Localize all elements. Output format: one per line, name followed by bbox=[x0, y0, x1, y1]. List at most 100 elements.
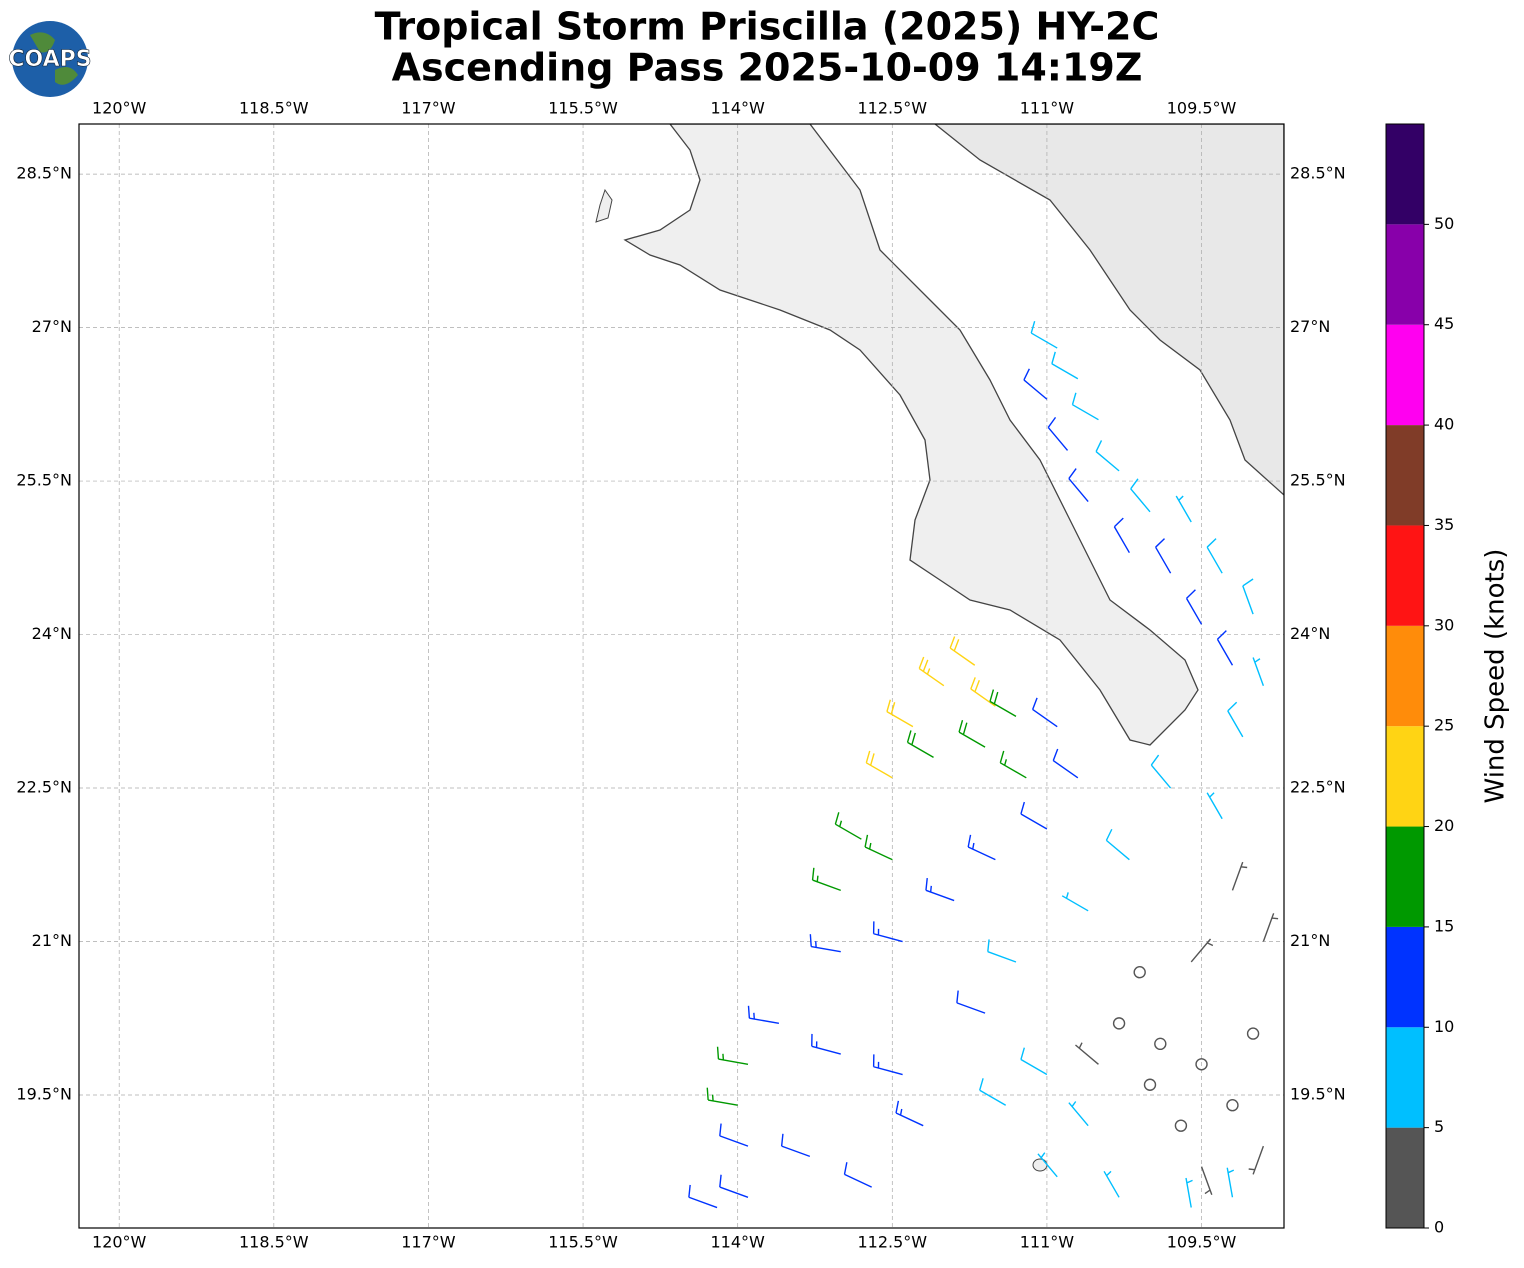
wind-barb bbox=[1020, 1047, 1048, 1076]
colorbar-segment bbox=[1386, 425, 1424, 526]
y-tick-label: 19.5°N bbox=[16, 1084, 72, 1103]
y-tick-label: 22.5°N bbox=[1290, 778, 1346, 797]
wind-barb bbox=[1068, 468, 1089, 502]
wind-barb bbox=[958, 720, 986, 748]
wind-barb bbox=[872, 921, 903, 943]
wind-barb bbox=[886, 699, 914, 728]
wind-barb bbox=[1242, 578, 1254, 615]
chart-subtitle: Ascending Pass 2025-10-09 14:19Z bbox=[392, 46, 1143, 90]
colorbar-tick-label: 5 bbox=[1434, 1117, 1444, 1136]
wind-barb bbox=[872, 1054, 903, 1076]
wind-barb bbox=[999, 750, 1027, 779]
wind-barb bbox=[747, 1005, 780, 1025]
calm-marker bbox=[1226, 1099, 1239, 1112]
x-tick-label: 117°W bbox=[401, 99, 456, 118]
wind-barb bbox=[989, 689, 1017, 718]
calm-marker bbox=[1246, 1027, 1260, 1040]
x-tick-label: 114°W bbox=[710, 1233, 765, 1252]
colorbar-label: Wind Speed (knots) bbox=[1481, 549, 1511, 804]
wind-barb bbox=[811, 867, 841, 892]
calm-marker bbox=[1143, 1078, 1157, 1091]
wind-barb bbox=[1252, 657, 1265, 686]
x-tick-label: 112.5°W bbox=[857, 1233, 927, 1252]
map-frame bbox=[78, 123, 1285, 1229]
wind-barb bbox=[1130, 478, 1151, 513]
wind-barb bbox=[1047, 416, 1069, 451]
logo: COAPS bbox=[8, 21, 92, 97]
y-tick-label: 24°N bbox=[1290, 624, 1330, 643]
y-tick-label: 27°N bbox=[32, 317, 72, 336]
colorbar-segment bbox=[1386, 826, 1424, 927]
graticule bbox=[79, 124, 1284, 1228]
wind-barb bbox=[1216, 630, 1234, 666]
colorbar-tick-label: 20 bbox=[1434, 816, 1454, 835]
chart-title: Tropical Storm Priscilla (2025) HY-2C bbox=[375, 5, 1160, 49]
x-tick-label: 114°W bbox=[710, 99, 765, 118]
x-tick-label: 120°W bbox=[92, 1233, 147, 1252]
wind-barb bbox=[1185, 589, 1203, 625]
y-tick-label: 28.5°N bbox=[16, 164, 72, 183]
logo-text: COAPS bbox=[8, 47, 91, 72]
wind-barb bbox=[1051, 351, 1079, 380]
wind-barb bbox=[706, 1087, 738, 1106]
wind-barb bbox=[1095, 440, 1120, 472]
colorbar-segment bbox=[1386, 1127, 1424, 1228]
wind-barb bbox=[918, 656, 945, 687]
wind-barb bbox=[906, 730, 934, 758]
colorbar-tick-label: 40 bbox=[1434, 415, 1454, 434]
wind-barb bbox=[1075, 1042, 1099, 1065]
x-tick-label: 111°W bbox=[1020, 1233, 1075, 1252]
wind-barb bbox=[956, 990, 986, 1014]
calm-marker bbox=[1112, 1017, 1126, 1030]
wind-barb bbox=[949, 636, 976, 666]
wind-barb bbox=[1105, 828, 1130, 861]
x-tick-label: 115.5°W bbox=[548, 99, 618, 118]
wind-barb bbox=[865, 750, 893, 779]
mainland-mexico bbox=[933, 124, 1284, 496]
wind-barb bbox=[1023, 368, 1048, 400]
wind-barb bbox=[1226, 1167, 1235, 1198]
x-tick-label: 109.5°W bbox=[1167, 99, 1237, 118]
wind-barb bbox=[1031, 697, 1058, 728]
wind-barb bbox=[688, 1184, 718, 1209]
y-tick-label: 22.5°N bbox=[16, 778, 72, 797]
y-tick-label: 21°N bbox=[1290, 931, 1330, 950]
wind-barb bbox=[719, 1174, 749, 1198]
calm-marker bbox=[1154, 1037, 1167, 1051]
wind-barb bbox=[719, 1123, 749, 1147]
colorbar-segment bbox=[1386, 525, 1424, 626]
colorbar-tick-label: 35 bbox=[1434, 515, 1454, 534]
wind-barb bbox=[1262, 913, 1279, 942]
wind-barb bbox=[864, 834, 893, 861]
wind-barb bbox=[1150, 754, 1172, 789]
colorbar-segment bbox=[1386, 124, 1424, 225]
colorbar-segment bbox=[1386, 224, 1424, 325]
y-tick-label: 27°N bbox=[1290, 317, 1330, 336]
wind-barb bbox=[1020, 801, 1048, 830]
x-tick-label: 112.5°W bbox=[857, 99, 927, 118]
colorbar: 0 5 10 15 20 25 30 35 40 45 50 bbox=[1385, 123, 1454, 1237]
wind-barb bbox=[1248, 1145, 1265, 1175]
wind-barb bbox=[834, 812, 862, 840]
colorbar-tick-label: 45 bbox=[1434, 314, 1454, 333]
wind-barb bbox=[979, 1078, 1007, 1106]
calm-marker bbox=[1195, 1058, 1208, 1071]
wind-barb bbox=[1037, 1152, 1058, 1178]
baja-california bbox=[623, 124, 1199, 746]
x-tick-label: 115.5°W bbox=[548, 1233, 618, 1252]
colorbar-tick-label: 30 bbox=[1434, 615, 1454, 634]
island bbox=[1032, 1158, 1048, 1172]
wind-barb bbox=[1068, 1101, 1089, 1127]
colorbar-segment bbox=[1386, 926, 1424, 1028]
x-tick-label: 117°W bbox=[401, 1233, 456, 1252]
x-tick-label: 111°W bbox=[1020, 99, 1075, 118]
wind-barb bbox=[1061, 892, 1089, 912]
y-tick-label: 28.5°N bbox=[1290, 164, 1346, 183]
colorbar-frame bbox=[1385, 123, 1425, 1229]
wind-barb bbox=[1103, 1170, 1120, 1198]
wind-barbs bbox=[688, 320, 1279, 1209]
basemap bbox=[595, 124, 1284, 1172]
wind-barb bbox=[967, 834, 996, 861]
wind-barb bbox=[809, 934, 841, 953]
x-tick-label: 118.5°W bbox=[239, 1233, 309, 1252]
